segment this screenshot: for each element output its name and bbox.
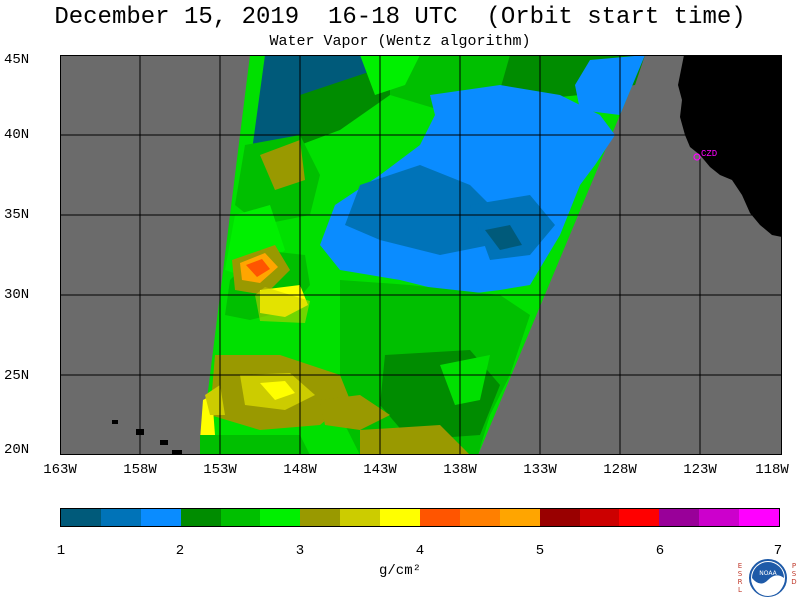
- colorbar-segment: [699, 509, 740, 526]
- page-title: December 15, 2019 16-18 UTC (Orbit start…: [54, 4, 746, 31]
- lon-label-163w: 163W: [43, 462, 77, 478]
- lat-label-20n: 20N: [4, 442, 30, 458]
- colorbar-segment: [380, 509, 421, 526]
- colorbar-tick-4: 4: [415, 543, 425, 559]
- colorbar-segment: [100, 509, 141, 526]
- colorbar-segment: [140, 509, 181, 526]
- colorbar-segment: [739, 509, 780, 526]
- lat-label-30n: 30N: [4, 287, 30, 303]
- logo-center-text: NOAA: [759, 570, 777, 577]
- colorbar-segment: [260, 509, 301, 526]
- lat-label-35n: 35N: [4, 207, 30, 223]
- colorbar-segment: [340, 509, 381, 526]
- colorbar-segment: [459, 509, 500, 526]
- colorbar-segment: [499, 509, 540, 526]
- graticule: [60, 55, 782, 455]
- lat-label-25n: 25N: [4, 368, 30, 384]
- colorbar-segment: [300, 509, 341, 526]
- station-marker-czd: CZD: [693, 149, 717, 161]
- colorbar-tick-3: 3: [295, 543, 305, 559]
- colorbar-segment: [61, 509, 101, 526]
- colorbar-tick-5: 5: [535, 543, 545, 559]
- land-mass: [678, 55, 782, 237]
- lon-label-138w: 138W: [443, 462, 477, 478]
- satellite-swath: [200, 55, 645, 455]
- colorbar-segment: [659, 509, 700, 526]
- colorbar: [60, 508, 780, 527]
- colorbar-tick-1: 1: [56, 543, 66, 559]
- colorbar-segment: [180, 509, 221, 526]
- lon-label-118w: 118W: [755, 462, 789, 478]
- lat-label-40n: 40N: [4, 127, 30, 143]
- colorbar-units: g/cm²: [378, 563, 421, 579]
- water-vapor-map: CZD: [60, 55, 782, 455]
- colorbar-segment: [420, 509, 460, 526]
- colorbar-segment: [619, 509, 660, 526]
- lon-label-143w: 143W: [363, 462, 397, 478]
- colorbar-segment: [220, 509, 261, 526]
- colorbar-segment: [539, 509, 580, 526]
- lon-label-133w: 133W: [523, 462, 557, 478]
- lon-label-123w: 123W: [683, 462, 717, 478]
- lon-label-148w: 148W: [283, 462, 317, 478]
- colorbar-tick-6: 6: [655, 543, 665, 559]
- lat-label-45n: 45N: [4, 52, 30, 68]
- station-label: CZD: [701, 149, 717, 159]
- page-subtitle: Water Vapor (Wentz algorithm): [269, 33, 531, 50]
- lon-label-153w: 153W: [203, 462, 237, 478]
- colorbar-segment: [579, 509, 620, 526]
- noaa-seal-icon: NOAA: [749, 559, 787, 597]
- colorbar-tick-2: 2: [175, 543, 185, 559]
- colorbar-tick-7: 7: [773, 543, 783, 559]
- lon-label-128w: 128W: [603, 462, 637, 478]
- station-circle: [693, 153, 701, 161]
- lon-label-158w: 158W: [123, 462, 157, 478]
